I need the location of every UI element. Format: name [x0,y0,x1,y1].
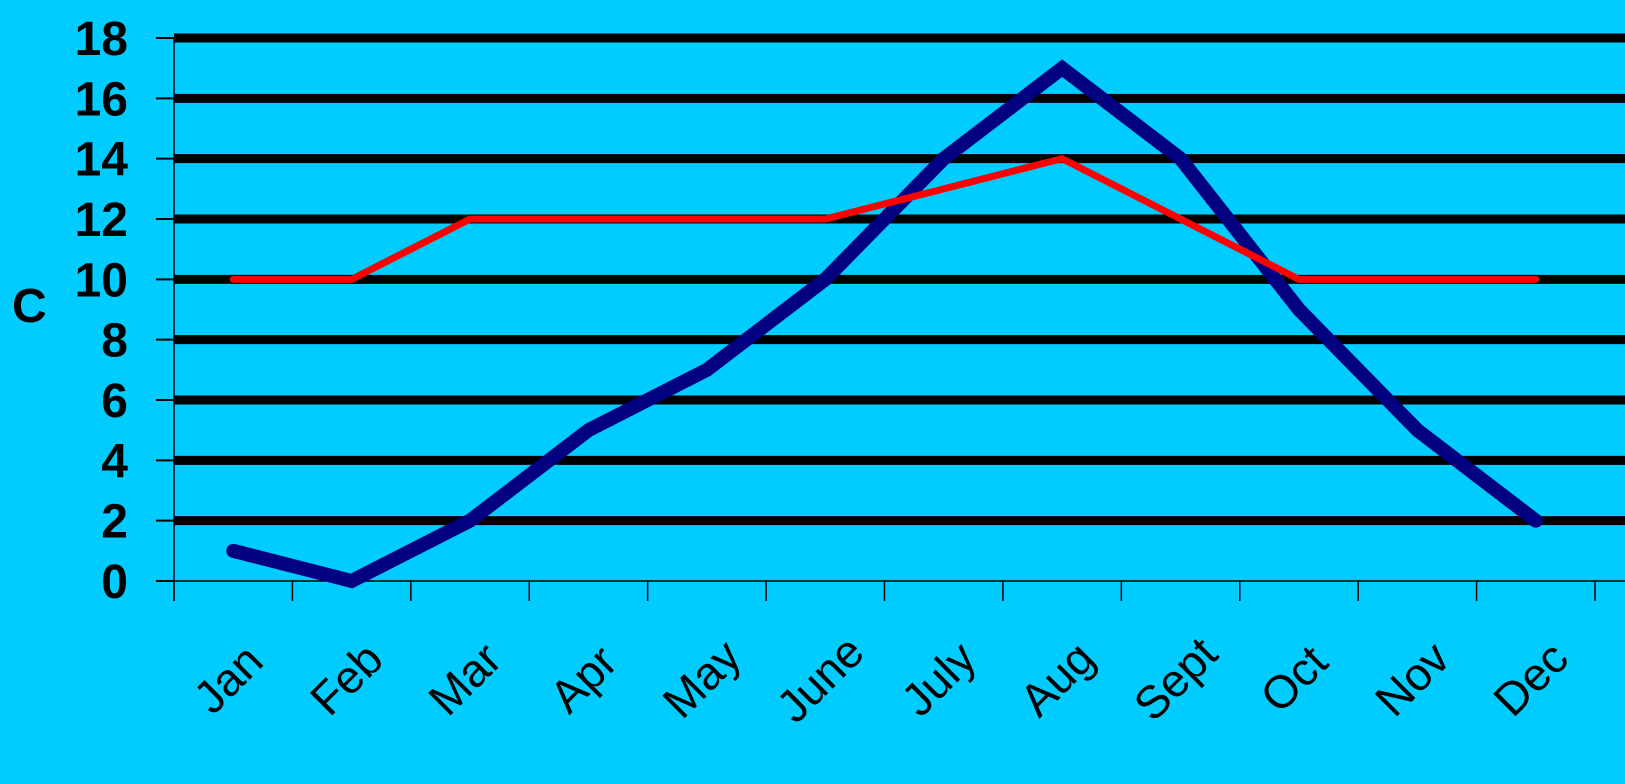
x-tick-label: June [766,625,873,732]
x-tick-label: Mar [418,632,511,725]
x-tick-label: Dec [1483,631,1578,726]
x-tick-label: Nov [1365,631,1460,726]
x-tick-label: Feb [300,632,393,725]
y-tick-label: 12 [75,194,128,247]
y-tick-label: 4 [101,435,128,488]
x-tick-label: July [891,631,986,726]
x-tick-labels: Jan Feb Mar Apr May June July Aug Sept Oct Nov Dec [183,625,1578,732]
y-tick-label: 10 [75,254,128,307]
x-tick-label: May [652,630,750,728]
gridlines [174,33,1625,526]
x-tick-label: Apr [539,635,626,722]
y-tick-label: 8 [101,315,128,368]
y-tick-label: 16 [75,73,128,126]
y-tick-label: 18 [75,13,128,66]
y-tick-label: 6 [101,375,128,428]
x-axis [156,37,1625,601]
x-tick-label: Aug [1009,631,1104,726]
y-axis-label: C [12,280,47,333]
series-line-1 [226,59,1543,589]
y-tick-labels: 0 2 4 6 8 10 12 14 16 18 [75,13,129,609]
series-line-2 [229,154,1540,283]
x-tick-label: Oct [1250,635,1338,723]
y-tick-label: 0 [101,556,128,609]
series-lines [226,59,1543,589]
x-tick-label: Jan [183,634,272,723]
y-tick-label: 14 [75,134,129,187]
y-tick-label: 2 [101,496,128,549]
x-tick-label: Sept [1123,627,1227,731]
